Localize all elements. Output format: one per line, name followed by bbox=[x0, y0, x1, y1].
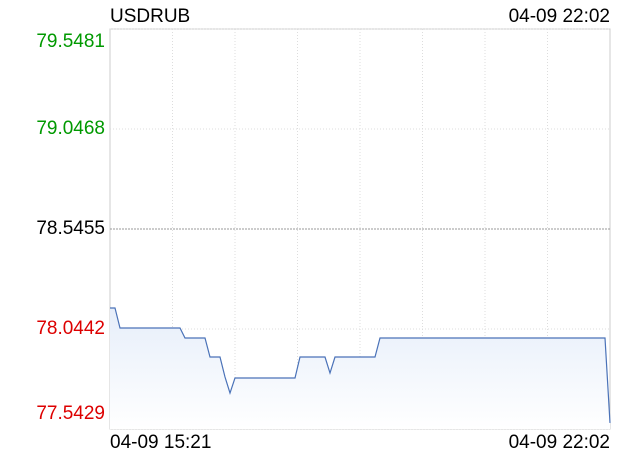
line bbox=[110, 307, 611, 423]
y-tick-label: 79.0468 bbox=[36, 118, 105, 139]
chart-title: USDRUB bbox=[110, 6, 190, 27]
y-tick-label: 78.5455 bbox=[36, 218, 105, 239]
y-tick-label: 77.5429 bbox=[36, 403, 105, 424]
x-tick-label: 04-09 15:21 bbox=[110, 432, 211, 453]
x-tick-label: 04-09 22:02 bbox=[509, 432, 610, 453]
y-tick-label: 79.5481 bbox=[36, 31, 105, 52]
y-tick-label: 78.0442 bbox=[36, 318, 105, 339]
timestamp: 04-09 22:02 bbox=[509, 6, 610, 27]
